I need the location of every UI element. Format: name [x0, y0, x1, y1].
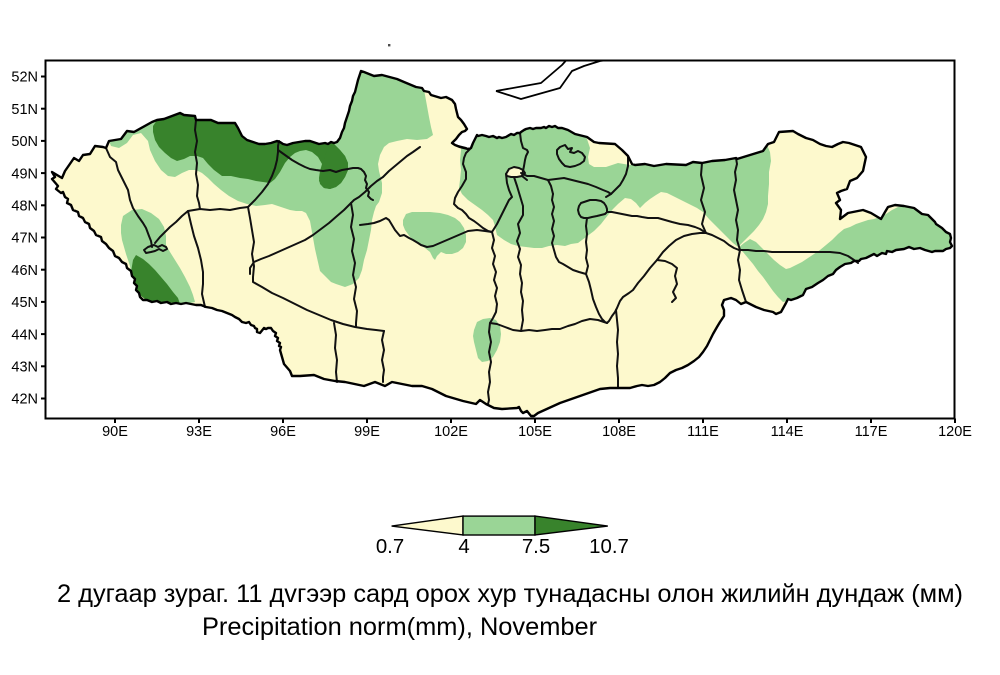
svg-text:43N: 43N	[11, 360, 38, 376]
svg-text:Precipitation norm(mm), Novemb: Precipitation norm(mm), November	[202, 613, 598, 641]
svg-text:102E: 102E	[434, 424, 468, 440]
svg-text:10.7: 10.7	[589, 536, 629, 558]
svg-text:51N: 51N	[11, 102, 38, 118]
svg-text:114E: 114E	[771, 424, 804, 440]
svg-text:120E: 120E	[938, 424, 972, 440]
svg-text:50N: 50N	[11, 134, 38, 150]
svg-text:44N: 44N	[11, 327, 38, 343]
svg-text:117E: 117E	[855, 424, 888, 440]
svg-text:4: 4	[458, 536, 469, 558]
svg-text:0.7: 0.7	[376, 536, 404, 558]
svg-text:52N: 52N	[11, 70, 38, 86]
svg-text:49N: 49N	[11, 166, 38, 182]
svg-text:90E: 90E	[102, 424, 128, 440]
svg-text:7.5: 7.5	[522, 536, 550, 558]
svg-text:46N: 46N	[11, 263, 38, 279]
svg-text:42N: 42N	[11, 392, 38, 408]
svg-text:108E: 108E	[602, 424, 636, 440]
svg-text:96E: 96E	[270, 424, 296, 440]
svg-text:2 дугаар зураг. 11 дvгээр сард: 2 дугаар зураг. 11 дvгээр сард орох хур …	[57, 580, 963, 608]
svg-text:45N: 45N	[11, 295, 38, 311]
svg-text:48N: 48N	[11, 199, 38, 215]
svg-text:93E: 93E	[186, 424, 212, 440]
svg-text:99E: 99E	[354, 424, 380, 440]
svg-text:47N: 47N	[11, 231, 38, 247]
svg-text:111E: 111E	[687, 424, 719, 440]
svg-text:105E: 105E	[518, 424, 552, 440]
